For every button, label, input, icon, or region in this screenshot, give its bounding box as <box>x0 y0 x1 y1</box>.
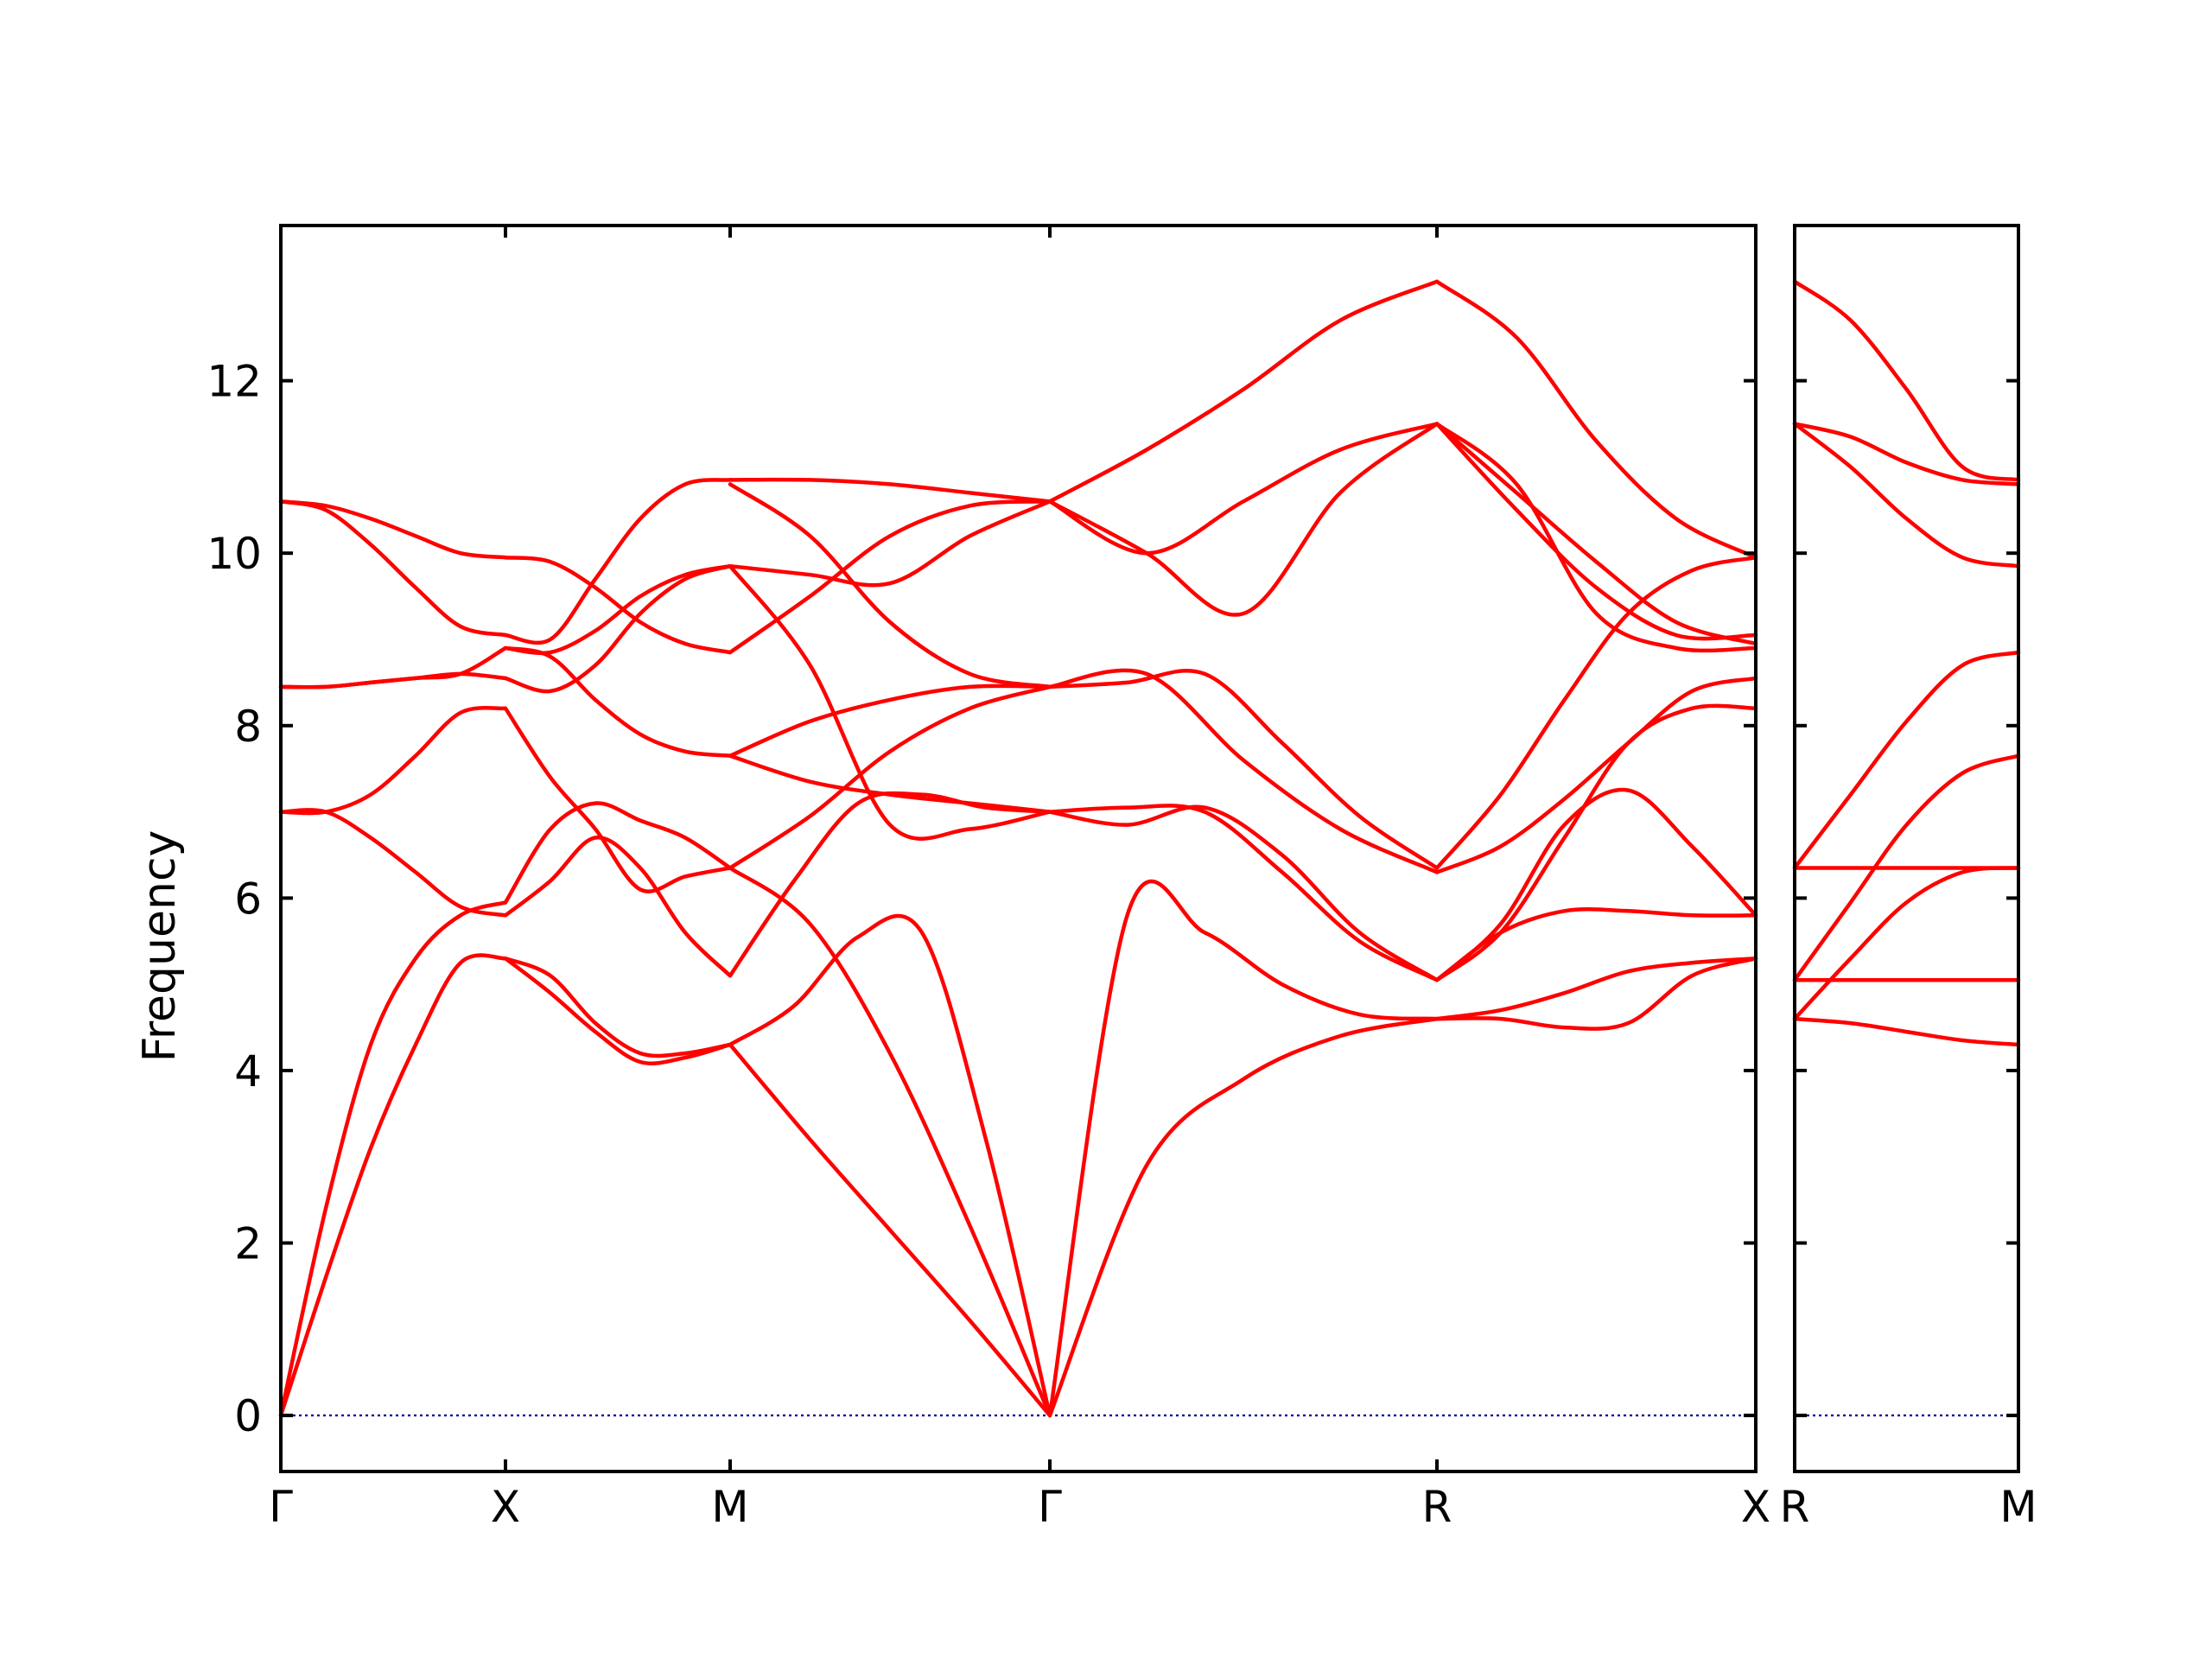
y-tick-label: 6 <box>234 874 262 924</box>
band-line <box>1047 804 1440 982</box>
band-line <box>728 1042 1052 1418</box>
x-tick-label: R <box>1422 1482 1452 1532</box>
y-tick-label: 8 <box>234 702 262 752</box>
band-line <box>278 499 508 638</box>
x-tick-label: X <box>1741 1482 1770 1532</box>
band-line <box>503 956 733 1066</box>
x-tick-label: Γ <box>269 1482 293 1532</box>
band-line <box>1434 956 1758 1021</box>
band-line <box>1434 787 1758 982</box>
y-tick-label: 12 <box>207 357 262 407</box>
band-line <box>503 645 733 758</box>
band-line <box>728 684 1052 870</box>
band-line <box>1047 804 1440 982</box>
x-tick-label: R <box>1780 1482 1810 1532</box>
band-line <box>728 477 1052 504</box>
band-line <box>1434 555 1758 870</box>
band-line <box>1434 676 1758 874</box>
band-line <box>1047 422 1440 556</box>
y-tick-label: 4 <box>234 1046 262 1096</box>
band-line <box>1792 866 2021 1021</box>
band-line <box>503 478 733 645</box>
x-tick-label: X <box>491 1482 520 1532</box>
band-line <box>278 900 508 1418</box>
band-line <box>503 563 733 656</box>
band-line <box>728 563 1052 841</box>
band-line <box>1792 753 2021 982</box>
band-line <box>728 753 1052 814</box>
plot-frame <box>279 224 1758 1473</box>
band-line <box>728 866 1052 1418</box>
band-line <box>1434 422 1758 646</box>
band-line <box>728 499 1052 588</box>
band-line <box>728 913 1052 1418</box>
band-line <box>1434 422 1758 653</box>
band-line <box>503 706 733 893</box>
band-line <box>1792 650 2021 870</box>
band-line <box>1434 422 1758 641</box>
x-tick-label: M <box>1999 1482 2037 1532</box>
band-line <box>278 645 508 690</box>
band-line <box>1434 956 1758 1031</box>
band-line <box>1047 1016 1440 1418</box>
band-line <box>1792 279 2021 482</box>
band-line <box>1047 422 1440 617</box>
x-tick-label: M <box>711 1482 748 1532</box>
band-line <box>728 482 1052 690</box>
band-line <box>1434 703 1758 982</box>
band-line <box>503 801 733 905</box>
band-line <box>1047 668 1440 870</box>
y-tick-label: 0 <box>234 1391 262 1441</box>
band-line <box>278 705 508 816</box>
band-line <box>1047 879 1440 1418</box>
y-tick-label: 10 <box>207 529 262 579</box>
band-line <box>728 791 1052 978</box>
band-line <box>278 953 508 1418</box>
band-line <box>503 555 733 655</box>
band-line <box>1047 279 1440 504</box>
band-line <box>503 956 733 1058</box>
band-line <box>1434 279 1758 560</box>
band-line <box>1792 422 2021 569</box>
band-line <box>728 499 1052 655</box>
band-line <box>728 683 1052 758</box>
band-line <box>503 563 733 694</box>
y-axis-label: Frequency <box>134 830 186 1063</box>
band-line <box>278 808 508 918</box>
y-tick-label: 2 <box>234 1219 262 1269</box>
plot-frame <box>1793 224 2020 1473</box>
band-line <box>278 499 508 560</box>
panel-main: 0 2 4 6 8 10 12 Γ X M Γ R X <box>207 224 1770 1532</box>
band-line <box>1792 1016 2021 1047</box>
x-tick-label: Γ <box>1038 1482 1062 1532</box>
band-line <box>1434 907 1758 982</box>
band-line <box>1792 422 2021 486</box>
band-line <box>503 836 733 978</box>
band-line <box>1047 668 1440 874</box>
